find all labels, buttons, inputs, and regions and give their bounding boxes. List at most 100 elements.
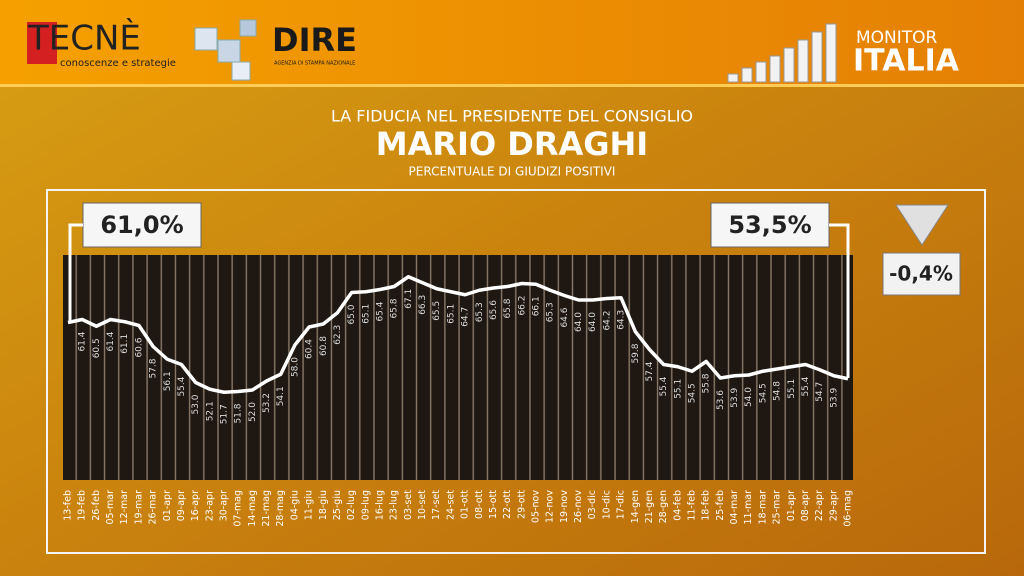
value-label: 59.8: [631, 343, 641, 363]
value-label: 54.7: [815, 382, 825, 402]
value-label: 52.0: [248, 402, 258, 422]
x-tick-label: 24-set: [445, 490, 456, 520]
value-label: 65.3: [546, 302, 556, 322]
value-label: 55.4: [177, 376, 187, 396]
x-tick-label: 03-dic: [587, 490, 598, 519]
x-tick-label: 26-mar: [148, 490, 159, 525]
x-tick-label: 25-giu: [332, 490, 343, 520]
chart-title: MARIO DRAGHI: [376, 125, 648, 163]
value-label: 53.9: [730, 387, 740, 407]
brand-tagline: conoscenze e strategie: [60, 58, 176, 69]
value-label: 57.8: [149, 358, 159, 378]
value-label: 64.7: [461, 307, 471, 327]
x-tick-label: 28-mag: [275, 490, 286, 527]
value-label: 66.3: [418, 295, 428, 315]
line: [67, 275, 849, 394]
x-tick-label: 12-mar: [119, 490, 130, 525]
value-label: 54.8: [773, 381, 783, 401]
x-tick-label: 14-mag: [247, 490, 258, 527]
value-label: 54.5: [688, 383, 698, 403]
value-label: 64.6: [560, 307, 570, 327]
x-tick-label: 04-feb: [672, 490, 683, 521]
x-tick-label: 16-apr: [190, 490, 201, 521]
value-label: 67.1: [404, 289, 414, 309]
x-tick-label: 19-nov: [559, 490, 570, 523]
x-tick-label: 18-giu: [318, 490, 329, 520]
bars-logo: [727, 23, 837, 83]
value-label: 65.1: [361, 304, 371, 324]
value-label: 54.1: [276, 386, 286, 406]
program-top: MONITOR: [856, 28, 938, 48]
value-label: 57.4: [645, 361, 655, 381]
value-label: 65.4: [376, 301, 386, 321]
x-tick-label: 04-giu: [289, 490, 300, 520]
x-tick-label: 25-mar: [772, 490, 783, 525]
x-tick-label: 08-apr: [800, 490, 811, 521]
change-label: -0,4%: [889, 262, 953, 286]
logo-mark: [27, 22, 57, 64]
cube-logo: [194, 19, 257, 81]
x-tick-label: 28-gen: [658, 490, 669, 523]
value-label: 54.5: [758, 383, 768, 403]
value-label: 53.0: [191, 394, 201, 414]
end-box: [710, 202, 830, 248]
program-bottom: ITALIA: [853, 44, 960, 79]
chart-frame: [46, 189, 986, 554]
x-tick-label: 17-set: [431, 490, 442, 520]
value-label: 60.6: [134, 337, 144, 357]
value-label: 53.9: [829, 387, 839, 407]
value-label: 64.3: [617, 310, 627, 330]
x-tick-label: 09-lug: [360, 490, 371, 520]
value-label: 65.6: [489, 300, 499, 320]
x-tick-label: 05-nov: [531, 490, 542, 523]
start-label: 61,0%: [100, 211, 183, 239]
x-tick-label: 29-ott: [516, 490, 527, 519]
value-label: 51.8: [234, 403, 244, 423]
x-tick-label: 17-dic: [616, 490, 627, 519]
value-label: 64.0: [574, 312, 584, 332]
value-label: 66.2: [517, 296, 527, 316]
end-label: 53,5%: [728, 211, 811, 239]
brand: TECNÈ: [27, 18, 141, 59]
value-label: 55.1: [673, 379, 683, 399]
value-label: 54.0: [744, 387, 754, 407]
value-label: 65.5: [432, 301, 442, 321]
value-label: 55.4: [801, 376, 811, 396]
x-tick-label: 23-lug: [389, 490, 400, 520]
x-tick-label: 06-mag: [843, 490, 854, 527]
value-label: 53.2: [262, 393, 272, 413]
x-tick-label: 15-ott: [488, 490, 499, 519]
value-label: 60.5: [92, 338, 102, 358]
x-tick-label: 04-mar: [729, 490, 740, 525]
start-box: [82, 202, 202, 248]
x-tick-label: 01-apr: [162, 490, 173, 521]
value-label: 51.7: [220, 404, 230, 424]
value-label: 55.8: [702, 373, 712, 393]
plot-area: [63, 255, 853, 480]
x-tick-label: 22-apr: [814, 490, 825, 521]
value-label: 61.4: [106, 331, 116, 351]
value-label: 65.8: [503, 298, 513, 318]
value-label: 56.1: [163, 371, 173, 391]
value-label: 65.8: [390, 298, 400, 318]
x-tick-label: 23-apr: [204, 490, 215, 521]
x-tick-label: 08-ott: [474, 490, 485, 519]
kicker: LA FIDUCIA NEL PRESIDENTE DEL CONSIGLIO: [331, 107, 693, 126]
value-label: 61.4: [78, 331, 88, 351]
value-label: 55.4: [659, 376, 669, 396]
x-tick-label: 26-feb: [91, 490, 102, 521]
x-tick-label: 22-ott: [502, 490, 513, 519]
end-connector: [829, 223, 850, 378]
value-label: 65.0: [347, 304, 357, 324]
value-label: 65.1: [446, 304, 456, 324]
x-tick-label: 07-mag: [233, 490, 244, 527]
x-tick-label: 01-apr: [786, 490, 797, 521]
x-tick-label: 18-mar: [757, 490, 768, 525]
change-box: [882, 252, 961, 296]
x-tick-label: 11-giu: [304, 490, 315, 520]
x-tick-label: 19-feb: [77, 490, 88, 521]
value-label: 66.1: [532, 296, 542, 316]
x-tick-label: 12-nov: [545, 490, 556, 523]
partner-tagline: AGENZIA DI STAMPA NAZIONALE: [274, 61, 355, 67]
